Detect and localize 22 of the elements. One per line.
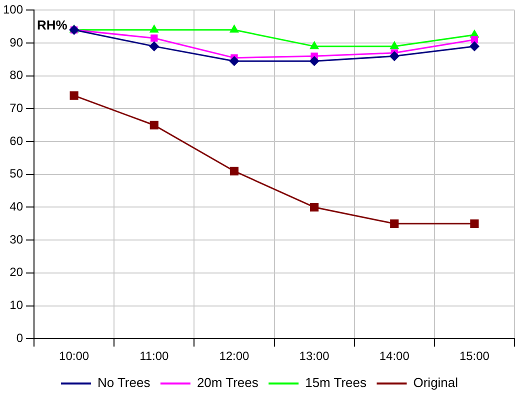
- x-tick-label: 15:00: [459, 349, 490, 364]
- y-tick-label: 0: [16, 330, 24, 345]
- x-tick-label: 13:00: [299, 349, 330, 364]
- x-tick-label: 10:00: [59, 349, 90, 364]
- legend-label: No Trees: [97, 375, 151, 390]
- y-tick-label: 100: [2, 2, 24, 17]
- y-tick-label: 90: [10, 35, 24, 50]
- y-tick-label: 50: [10, 166, 24, 181]
- y-axis-title: RH%: [37, 17, 68, 32]
- legend-label: 20m Trees: [196, 375, 259, 390]
- legend-label: Original: [413, 375, 458, 390]
- y-tick-label: 20: [10, 265, 24, 280]
- x-tick-label: 14:00: [379, 349, 410, 364]
- x-tick-label: 12:00: [219, 349, 250, 364]
- y-tick-label: 80: [10, 68, 24, 82]
- y-tick-label: 10: [10, 298, 24, 312]
- y-tick-label: 70: [10, 101, 24, 116]
- y-tick-label: 30: [10, 232, 24, 246]
- legend-label: 15m Trees: [305, 375, 368, 390]
- y-tick-label: 60: [10, 134, 24, 148]
- x-tick-label: 11:00: [140, 349, 170, 364]
- y-tick-label: 40: [10, 200, 24, 214]
